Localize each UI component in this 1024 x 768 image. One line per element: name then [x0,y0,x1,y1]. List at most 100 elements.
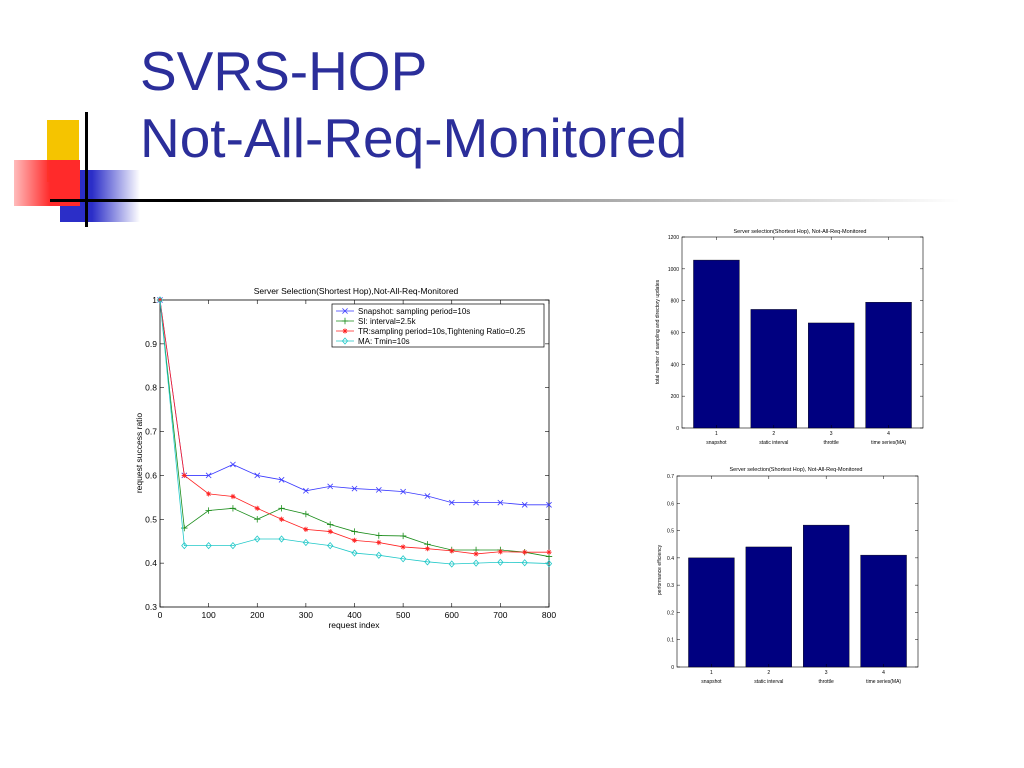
bar [688,557,735,668]
bar-chart-efficiency: Server selection(Shortest Hop), Not-All-… [657,467,919,685]
data-point [351,485,358,492]
data-point [472,559,480,567]
title-line-2: Not-All-Req-Monitored [140,107,688,169]
x-tick-label: 500 [396,610,410,620]
title-line-1: SVRS-HOP [140,40,428,102]
data-point [399,532,407,540]
data-point [448,560,455,568]
legend-label: SI: interval=2.5k [358,317,417,326]
legend-label: MA: Tmin=10s [358,337,410,346]
data-point [254,535,261,543]
slide-title: SVRS-HOP Not-All-Req-Monitored [140,38,687,172]
bar-chart-updates-y-label: total number of sampling and directory u… [655,279,661,384]
y-tick-label: 0.4 [145,558,157,568]
data-point [254,472,261,479]
x-tick-label: 800 [542,610,556,620]
series-3 [157,297,552,557]
data-point [375,532,383,539]
y-tick-label: 1 [152,295,157,305]
bar [865,302,912,429]
series-4 [156,296,553,568]
data-point [400,488,407,495]
line-chart-title: Server Selection(Shortest Hop),Not-All-R… [254,286,459,296]
data-point [157,297,163,303]
bar [803,524,850,668]
data-point [376,539,382,546]
data-point [375,487,382,493]
data-point [546,501,552,508]
bar-chart-updates-title: Server selection(Shortest Hop), Not-All-… [734,229,867,235]
category-label: throttle [819,679,835,685]
y-tick-label: 0.3 [667,583,674,589]
y-tick-label: 0.5 [667,529,674,535]
y-tick-label: 400 [671,362,680,368]
y-tick-label: 0 [671,665,674,671]
data-point [448,499,455,506]
bar-chart-efficiency-title: Server selection(Shortest Hop), Not-All-… [730,467,863,473]
data-point [278,505,285,512]
bar [693,259,740,429]
data-point [181,541,188,550]
data-point [230,461,236,468]
data-point [400,544,406,550]
x-tick-label: 200 [250,610,264,620]
series-1 [157,297,552,508]
data-point [351,549,358,557]
data-point [497,549,503,555]
y-tick-label: 0.9 [145,339,157,349]
data-point [205,472,212,479]
line-chart-x-label: request index [328,620,380,630]
deco-horizontal-line [50,199,960,202]
data-point [205,507,212,514]
data-point [521,501,528,508]
data-point [424,558,431,566]
bar-chart-updates-bars [693,259,912,429]
data-point [545,559,553,568]
x-tick-label: 100 [202,610,216,620]
deco-red-square [14,160,80,206]
y-tick-label: 1000 [668,267,679,273]
line-chart-y-label: request success ratio [134,413,144,494]
data-point [473,499,479,506]
data-point [206,491,212,497]
category-label: snapshot [701,679,722,685]
bar [808,322,855,429]
bar [750,309,797,429]
data-point [473,551,479,557]
x-tick-label: 4 [882,670,885,676]
y-tick-label: 600 [671,331,680,337]
legend-marker [341,317,349,325]
x-tick-label: 3 [825,670,828,676]
data-point [399,555,407,563]
legend-label: TR:sampling period=10s,Tightening Ratio=… [358,327,526,336]
bar [860,554,907,668]
bar [745,546,792,668]
y-tick-label: 0.2 [667,610,674,616]
x-tick-label: 400 [347,610,361,620]
data-point [254,505,260,511]
legend-marker [341,337,349,345]
x-tick-label: 2 [767,670,770,676]
x-tick-label: 300 [299,610,313,620]
series-line [159,299,550,565]
legend-label: Snapshot: sampling period=10s [358,307,470,316]
y-tick-label: 0 [676,426,679,432]
category-label: time series(MA) [871,440,906,446]
data-point [424,493,431,499]
x-tick-label: 4 [887,431,890,437]
category-label: snapshot [706,440,727,446]
x-tick-label: 1 [710,670,713,676]
category-label: static interval [754,679,783,685]
data-point [278,535,285,543]
legend-marker [342,308,348,314]
bar-chart-efficiency-bars [688,524,907,668]
x-tick-label: 2 [772,431,775,437]
category-label: time series(MA) [866,679,901,685]
data-point [521,559,528,567]
x-tick-label: 3 [830,431,833,437]
data-point [375,551,382,559]
data-point [156,296,164,304]
legend-marker [342,328,348,334]
y-tick-label: 0.8 [145,383,157,393]
